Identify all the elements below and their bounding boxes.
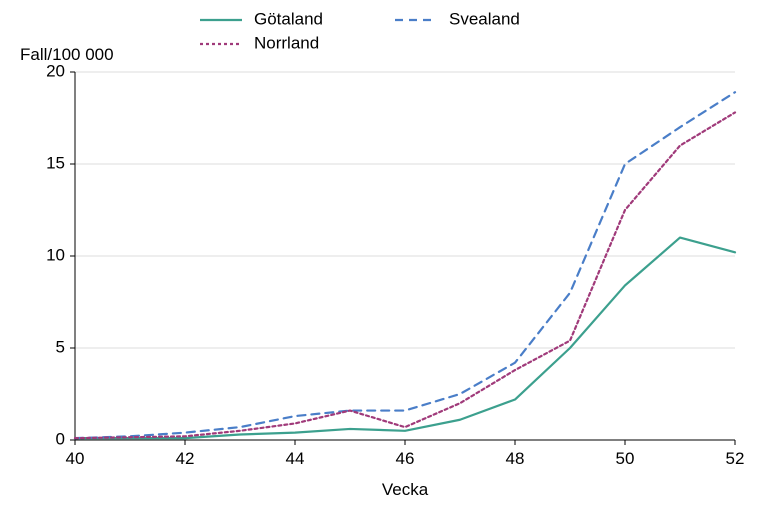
legend-label: Götaland	[254, 9, 323, 28]
x-tick-label: 40	[66, 449, 85, 468]
y-tick-label: 10	[46, 245, 65, 264]
x-tick-label: 46	[396, 449, 415, 468]
chart-container: 0 5 10 15 20 40 42 44 46 48 50 52 Fall/100 000 Vecka G…	[0, 0, 781, 522]
legend-label: Svealand	[449, 9, 520, 28]
x-tick-label: 44	[286, 449, 305, 468]
y-tick-label: 20	[46, 61, 65, 80]
y-tick-label: 0	[56, 429, 65, 448]
x-axis-label: Vecka	[382, 480, 429, 499]
legend-label: Norrland	[254, 33, 319, 52]
x-tick-label: 52	[726, 449, 745, 468]
y-tick-label: 15	[46, 153, 65, 172]
y-tick-label: 5	[56, 337, 65, 356]
x-tick-label: 48	[506, 449, 525, 468]
x-tick-label: 50	[616, 449, 635, 468]
y-axis-label: Fall/100 000	[20, 45, 114, 64]
x-tick-label: 42	[176, 449, 195, 468]
